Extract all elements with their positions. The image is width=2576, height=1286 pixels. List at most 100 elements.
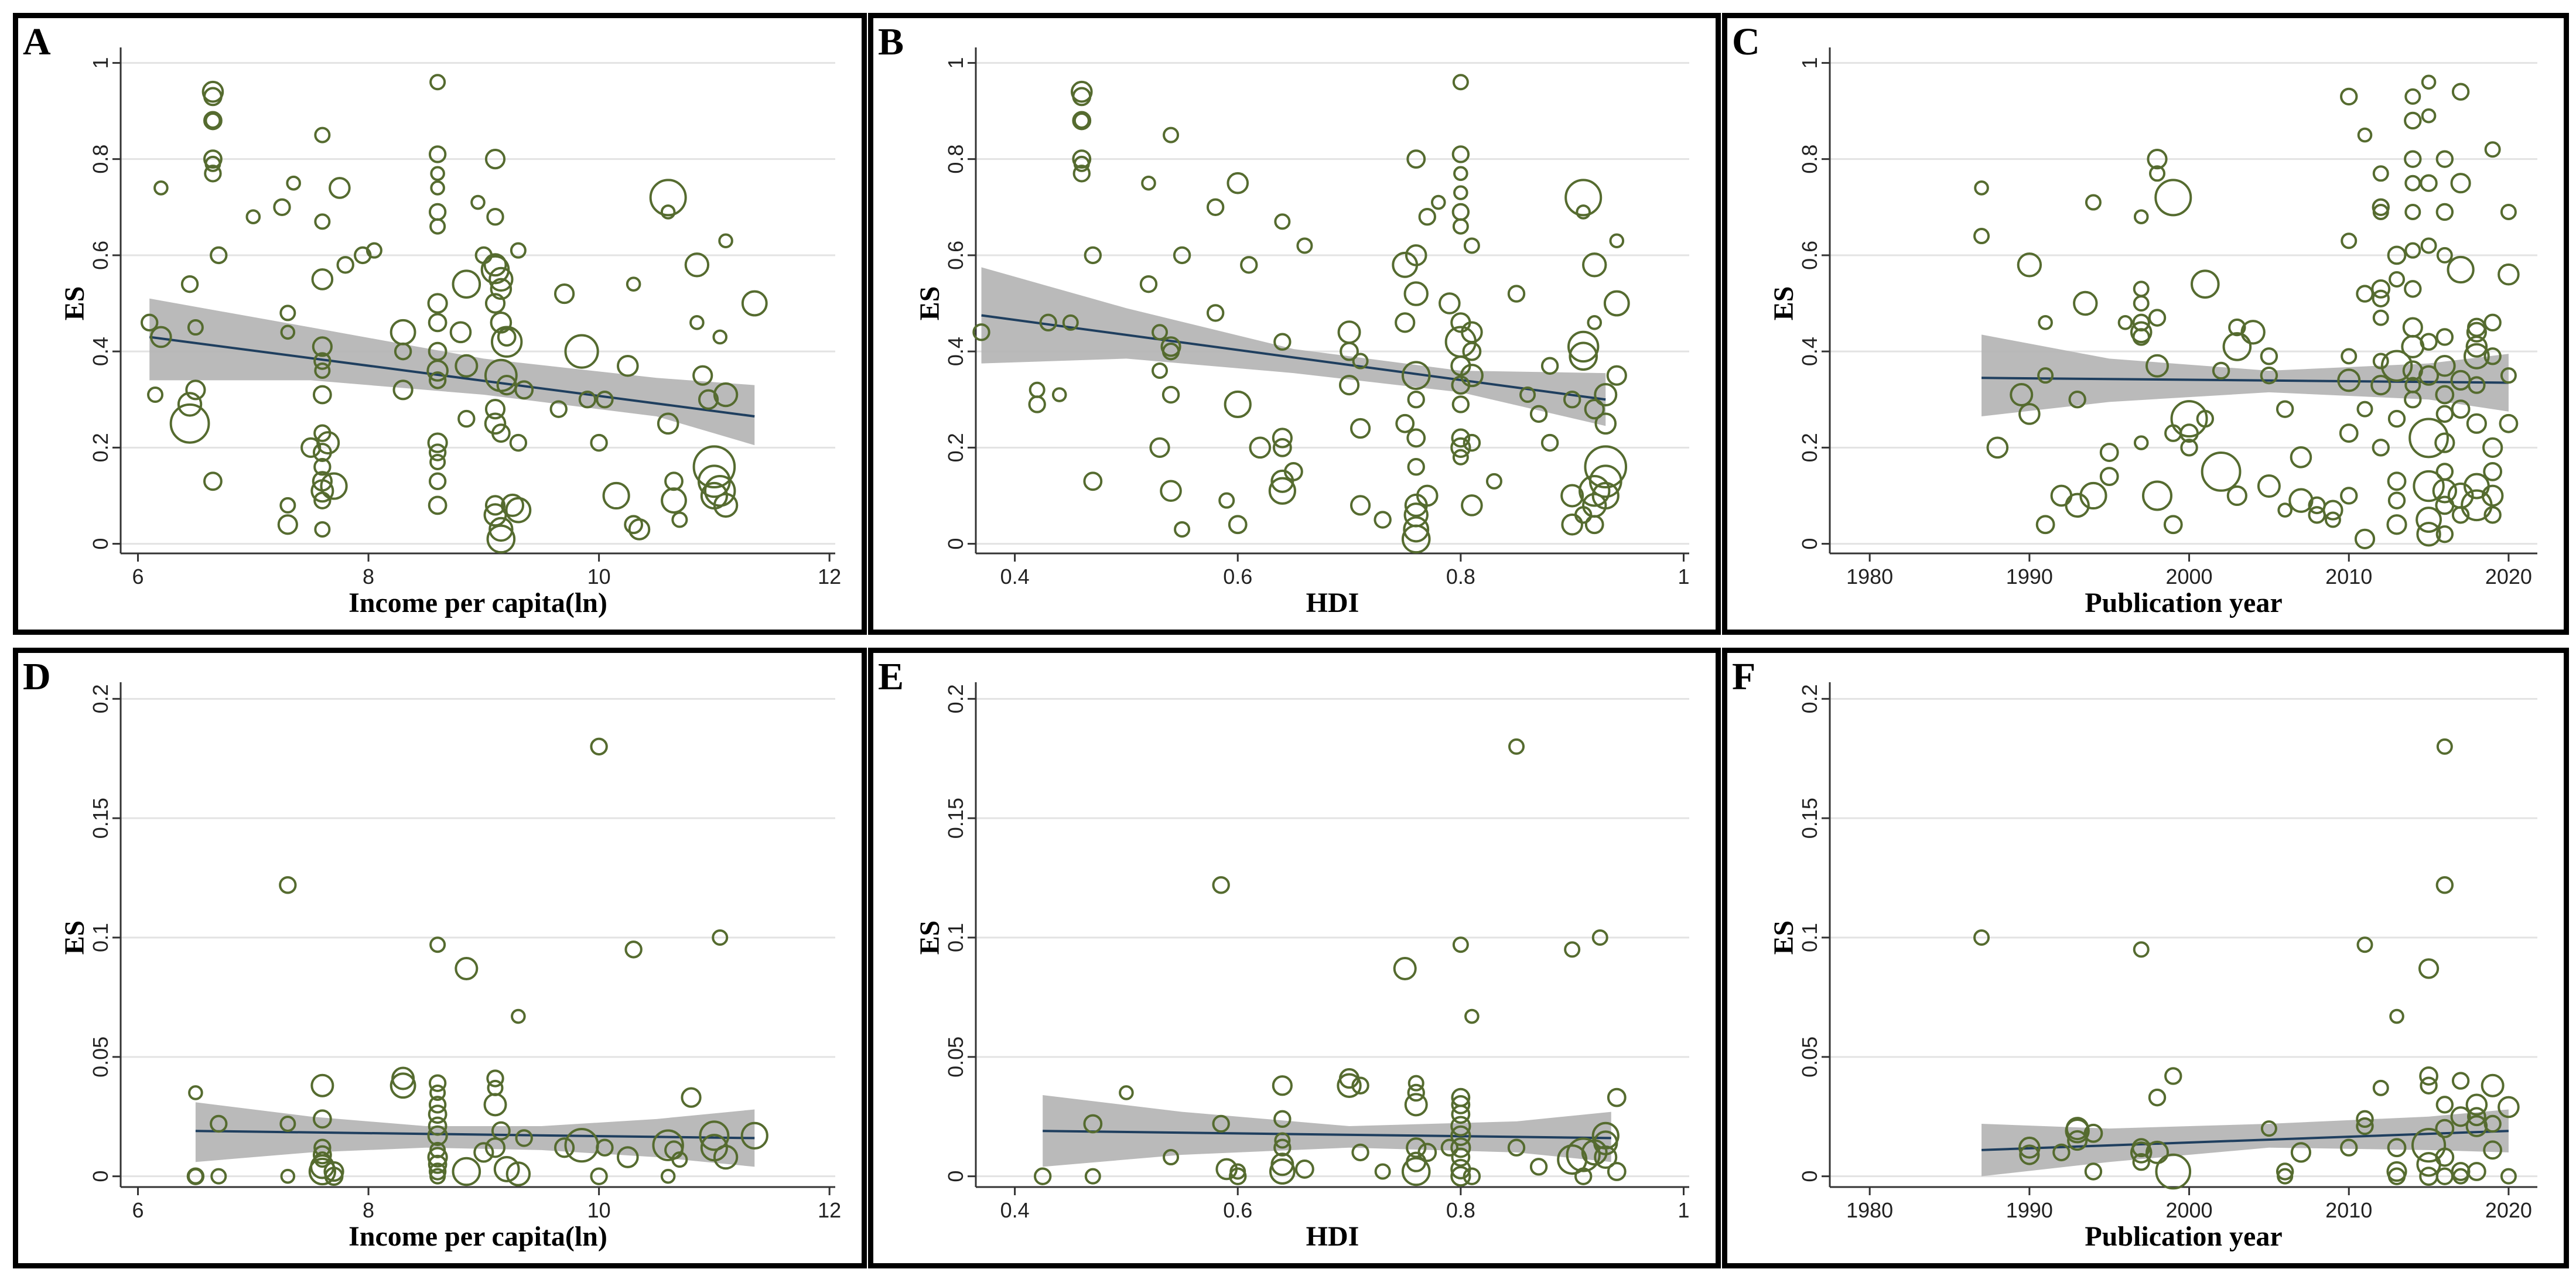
- data-point: [2067, 1130, 2088, 1151]
- data-point: [2079, 481, 2107, 510]
- data-point: [671, 1151, 688, 1168]
- data-point: [2436, 738, 2453, 755]
- data-point: [1174, 521, 1191, 538]
- data-point: [1462, 341, 1482, 361]
- data-point: [314, 362, 331, 379]
- data-point: [2148, 309, 2167, 327]
- data-point: [2450, 1106, 2471, 1127]
- data-point: [2483, 1140, 2503, 1160]
- data-point: [2436, 247, 2453, 264]
- data-point: [1295, 1160, 1314, 1179]
- data-point: [596, 1138, 614, 1157]
- data-point: [2420, 237, 2437, 254]
- data-point: [2133, 209, 2149, 224]
- data-point: [2201, 452, 2242, 492]
- data-point: [491, 1121, 511, 1141]
- data-point: [365, 242, 382, 259]
- data-point: [2402, 317, 2423, 338]
- data-point: [490, 278, 513, 300]
- data-point: [188, 1085, 203, 1100]
- confidence-band: [1981, 1109, 2509, 1176]
- data-point: [312, 385, 332, 405]
- data-point: [1073, 155, 1090, 172]
- data-point: [204, 165, 222, 183]
- data-point: [2148, 1088, 2167, 1107]
- y-tick-label: 0.4: [1798, 337, 1822, 366]
- panel-e: E 0 0.05 0.1 0.15 0.2 0.4 0.6 0.8 1 HDI ES: [868, 648, 1721, 1268]
- data-point: [505, 1161, 531, 1186]
- data-point: [2372, 1079, 2389, 1096]
- data-point: [1451, 1095, 1471, 1114]
- chart-svg-b: B 0 0.2 0.4 0.6 0.8 1 0.4 0.6 0.8 1 HDI ES: [878, 20, 1690, 618]
- data-point: [617, 354, 639, 377]
- x-axis-title: Income per capita(ln): [349, 1221, 607, 1252]
- data-point: [1139, 275, 1158, 293]
- data-point: [2099, 443, 2119, 462]
- data-point: [1272, 1075, 1293, 1096]
- data-point: [2420, 174, 2438, 192]
- data-point: [204, 112, 221, 129]
- chart-svg-e: E 0 0.05 0.1 0.15 0.2 0.4 0.6 0.8 1 HDI ES: [878, 655, 1690, 1252]
- data-point: [1607, 1162, 1627, 1181]
- y-tick-label: 0.8: [88, 145, 112, 174]
- data-point: [177, 392, 203, 417]
- data-point: [1584, 515, 1604, 535]
- data-point: [2260, 366, 2278, 385]
- data-point: [1406, 428, 1426, 448]
- panel-letter: F: [1732, 655, 1755, 698]
- data-point: [1450, 1116, 1471, 1137]
- data-point: [1974, 180, 1989, 196]
- data-point: [1460, 364, 1484, 388]
- data-point: [2432, 478, 2458, 504]
- data-point: [2386, 514, 2407, 535]
- data-point: [2435, 1096, 2454, 1114]
- data-point: [2050, 484, 2073, 507]
- data-point: [2133, 295, 2150, 312]
- data-point: [1451, 1147, 1471, 1167]
- panel-letter: E: [878, 655, 904, 698]
- data-point: [314, 521, 331, 538]
- data-point: [2228, 318, 2246, 337]
- chart-svg-d: D 0 0.05 0.1 0.15 0.2 6 8 10 12 Income per capita(…: [23, 655, 841, 1252]
- data-point: [153, 180, 169, 196]
- data-point: [1561, 513, 1583, 536]
- data-point: [2420, 1076, 2438, 1095]
- data-point: [2483, 462, 2503, 481]
- y-tick-label: 0: [1798, 538, 1822, 550]
- data-point: [427, 1125, 448, 1146]
- data-point: [316, 431, 340, 455]
- data-point: [1406, 1151, 1427, 1172]
- data-point: [2372, 203, 2389, 220]
- data-point: [624, 940, 643, 959]
- data-point: [652, 1129, 684, 1161]
- data-point: [2010, 383, 2034, 407]
- data-point: [2434, 354, 2456, 377]
- data-point: [2401, 334, 2425, 358]
- data-point: [2413, 470, 2445, 502]
- data-point: [336, 256, 354, 274]
- data-point: [1463, 1167, 1481, 1185]
- data-point: [2435, 525, 2454, 543]
- data-point: [2482, 437, 2503, 458]
- data-point: [273, 198, 291, 216]
- data-point: [2416, 507, 2442, 533]
- data-point: [1564, 179, 1603, 217]
- data-point: [2451, 1072, 2470, 1090]
- data-point: [2481, 1073, 2505, 1097]
- data-point: [2387, 1167, 2406, 1185]
- data-point: [1507, 285, 1526, 303]
- x-tick-label: 12: [818, 565, 841, 589]
- data-point: [1404, 1093, 1428, 1117]
- data-point: [2356, 1110, 2374, 1128]
- data-point: [590, 737, 608, 756]
- data-point: [314, 213, 331, 230]
- data-point: [427, 293, 448, 314]
- data-point: [1350, 495, 1371, 516]
- data-point: [2465, 1093, 2488, 1116]
- data-point: [452, 1157, 481, 1186]
- y-tick-label: 0.2: [944, 433, 968, 462]
- data-point: [2404, 203, 2421, 220]
- data-point: [1451, 375, 1471, 395]
- data-point: [657, 412, 679, 435]
- y-tick-label: 0.6: [944, 241, 968, 270]
